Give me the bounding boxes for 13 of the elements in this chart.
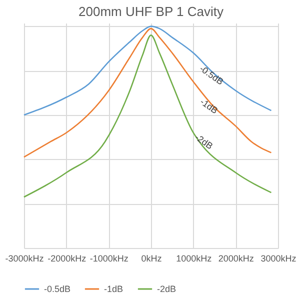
x-tick-label: 2000kHz: [218, 254, 254, 264]
annotation: -2dB: [193, 132, 215, 152]
chart-title: 200mm UHF BP 1 Cavity: [78, 4, 224, 19]
x-tick-label: -1000kHz: [90, 254, 129, 264]
x-tick-label: -3000kHz: [5, 254, 44, 264]
x-tick-label: 3000kHz: [260, 254, 297, 264]
x-tick-label: 1000kHz: [176, 254, 212, 264]
annotation: -1dB: [198, 96, 220, 116]
legend-label: -0.5dB: [44, 284, 71, 294]
x-tick-label: -2000kHz: [48, 254, 87, 264]
x-tick-label: 0kHz: [141, 254, 162, 264]
legend-label: -2dB: [157, 284, 176, 294]
legend-label: -1dB: [104, 284, 124, 294]
